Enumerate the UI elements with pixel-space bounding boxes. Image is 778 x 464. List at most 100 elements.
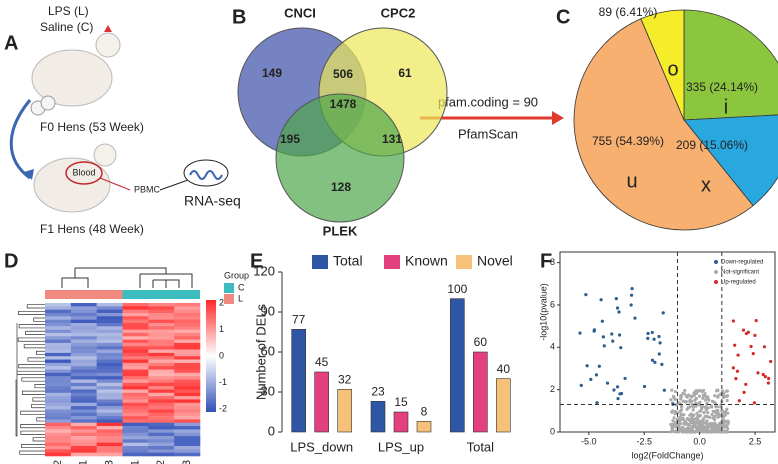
point-cloud bbox=[712, 429, 716, 434]
heat-cell bbox=[70, 446, 97, 450]
heat-cell bbox=[148, 319, 175, 324]
label: F1 Hens (48 Week) bbox=[40, 222, 144, 236]
label: RNA-seq bbox=[184, 193, 241, 209]
data-label: 15 bbox=[394, 395, 408, 409]
y-tick-label: 120 bbox=[253, 263, 275, 278]
heat-cell bbox=[45, 389, 72, 394]
connector bbox=[159, 179, 189, 191]
point-cloud bbox=[702, 411, 706, 415]
point-cloud bbox=[682, 392, 687, 396]
heat-cell bbox=[148, 322, 175, 327]
point-cloud bbox=[685, 426, 690, 430]
heat-cell bbox=[122, 436, 149, 440]
heat-cell bbox=[122, 362, 149, 367]
point-cloud bbox=[602, 344, 606, 348]
data-label: 23 bbox=[371, 385, 385, 399]
point-cloud bbox=[704, 408, 708, 412]
egg bbox=[40, 95, 56, 111]
y-tick-label: 6 bbox=[550, 299, 555, 309]
heat-cell bbox=[122, 342, 149, 347]
venn-count: 149 bbox=[262, 66, 282, 80]
point-cloud bbox=[685, 416, 690, 421]
point-cloud bbox=[718, 392, 723, 396]
heat-cell bbox=[174, 346, 201, 350]
heat-cell bbox=[96, 319, 123, 324]
heat-cell bbox=[174, 452, 201, 457]
point-cloud bbox=[616, 397, 620, 401]
point-cloud bbox=[701, 393, 705, 397]
hen-head bbox=[93, 143, 117, 167]
hen bbox=[33, 157, 111, 213]
heat-cell bbox=[96, 406, 123, 410]
heat-cell bbox=[70, 426, 97, 430]
heat-cell bbox=[174, 429, 201, 434]
heat-cell bbox=[148, 442, 175, 447]
heat-cell bbox=[174, 336, 201, 340]
point-cloud bbox=[723, 413, 727, 417]
point-cloud bbox=[680, 405, 684, 409]
point-cloud bbox=[703, 425, 707, 429]
column-label: L2 bbox=[52, 460, 64, 464]
point-cloud bbox=[744, 382, 748, 386]
heat-cell bbox=[96, 336, 123, 340]
heat-cell bbox=[70, 389, 97, 394]
heat-cell bbox=[174, 322, 201, 327]
heat-cell bbox=[45, 366, 72, 370]
heat-cell bbox=[96, 429, 123, 434]
heat-cell bbox=[96, 372, 123, 377]
point-cloud bbox=[671, 394, 676, 398]
panel-label: C bbox=[556, 6, 570, 28]
point-cloud bbox=[699, 409, 703, 413]
heat-cell bbox=[70, 422, 97, 427]
heat-cell bbox=[70, 326, 97, 330]
heat-cell bbox=[96, 452, 123, 457]
heat-cell bbox=[122, 329, 149, 334]
heat-cell bbox=[96, 422, 123, 427]
heat-cell bbox=[122, 442, 149, 447]
heat-cell bbox=[96, 442, 123, 447]
point-cloud bbox=[701, 417, 706, 421]
venn-count: 61 bbox=[398, 66, 412, 80]
point-cloud bbox=[769, 359, 773, 364]
heat-cell bbox=[174, 362, 201, 367]
point-cloud bbox=[646, 331, 650, 336]
point-cloud bbox=[671, 419, 675, 423]
legend-swatch bbox=[224, 294, 234, 304]
point-cloud bbox=[670, 427, 674, 431]
data-label: 60 bbox=[474, 335, 488, 349]
point-cloud bbox=[680, 429, 684, 433]
heat-cell bbox=[70, 309, 97, 314]
column-label: C2 bbox=[155, 460, 167, 464]
x-tick-label: -2.5 bbox=[636, 436, 652, 446]
point-cloud bbox=[676, 423, 680, 428]
heat-cell bbox=[148, 432, 175, 437]
heat-cell bbox=[96, 339, 123, 344]
point-cloud bbox=[705, 430, 710, 434]
heat-cell bbox=[122, 349, 149, 354]
heat-cell bbox=[70, 349, 97, 354]
scale-tick-label: -1 bbox=[219, 377, 227, 387]
heat-cell bbox=[148, 416, 175, 420]
heat-cell bbox=[122, 376, 149, 380]
bar bbox=[473, 351, 488, 433]
point-cloud bbox=[754, 319, 758, 323]
heat-cell bbox=[174, 366, 201, 370]
point-cloud bbox=[578, 331, 582, 335]
heat-cell bbox=[174, 406, 201, 410]
point-cloud bbox=[710, 399, 715, 403]
heat-cell bbox=[174, 439, 201, 443]
point-cloud bbox=[653, 360, 657, 364]
heat-cell bbox=[148, 329, 175, 334]
heat-cell bbox=[70, 356, 97, 360]
heat-cell bbox=[174, 446, 201, 450]
heat-cell bbox=[96, 399, 123, 404]
point-cloud bbox=[683, 400, 687, 404]
point-cloud bbox=[712, 414, 717, 419]
heat-cell bbox=[122, 326, 149, 330]
dendrogram bbox=[15, 304, 45, 455]
point-cloud bbox=[594, 373, 599, 377]
legend-label: L bbox=[238, 293, 243, 303]
heat-cell bbox=[148, 346, 175, 350]
pie-slice bbox=[683, 9, 778, 121]
heat-cell bbox=[45, 342, 72, 347]
